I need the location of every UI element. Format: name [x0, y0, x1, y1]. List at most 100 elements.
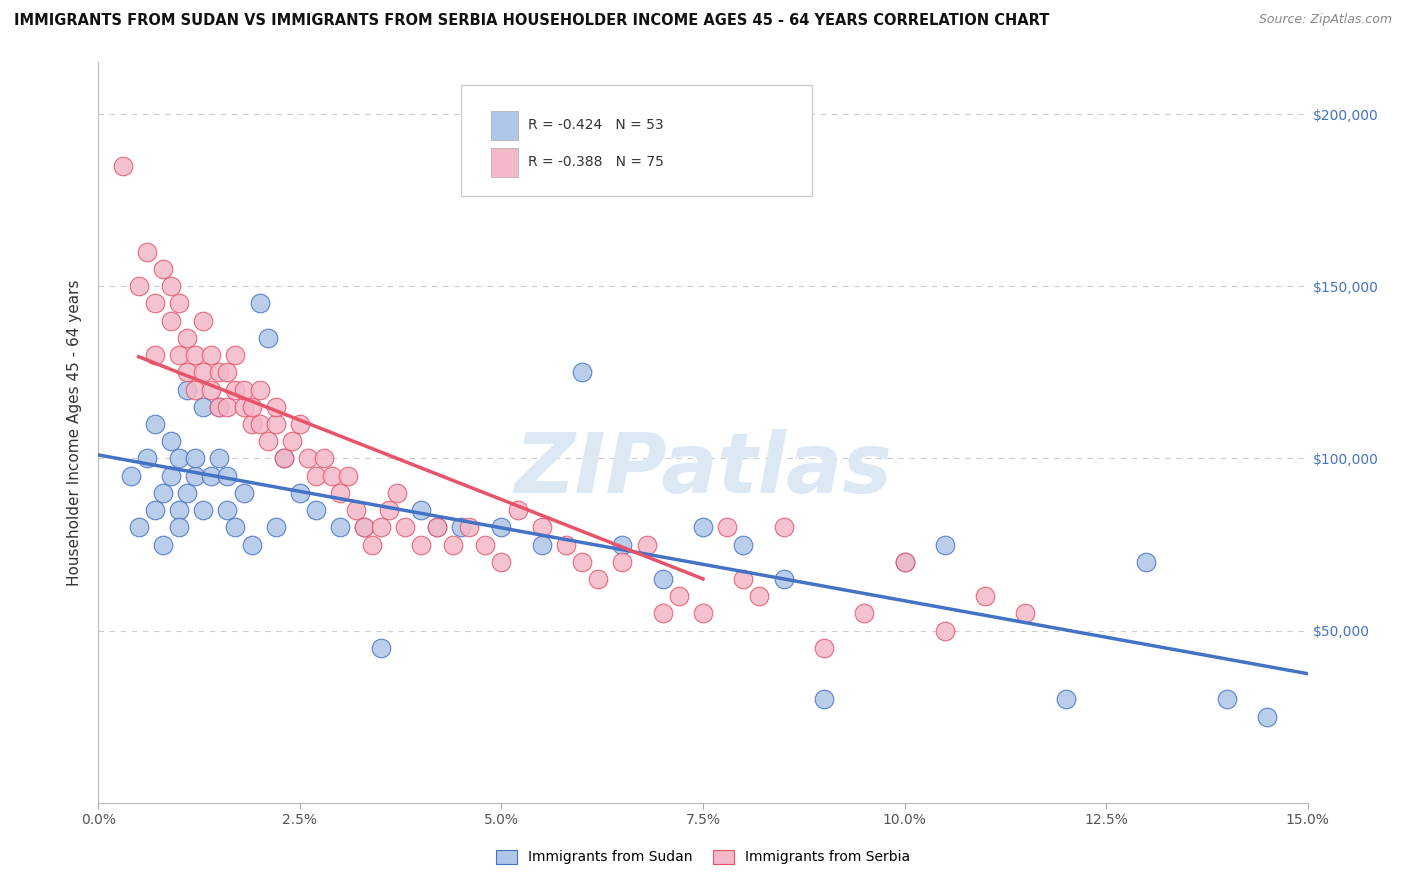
Text: ZIPatlas: ZIPatlas	[515, 429, 891, 510]
Point	[224, 520, 246, 534]
Point	[853, 607, 876, 621]
Point	[264, 417, 287, 431]
Point	[232, 383, 254, 397]
Point	[160, 468, 183, 483]
Point	[111, 159, 134, 173]
Point	[249, 383, 271, 397]
Point	[934, 624, 956, 638]
Point	[256, 331, 278, 345]
Point	[152, 486, 174, 500]
Point	[184, 383, 207, 397]
Point	[612, 555, 634, 569]
Point	[264, 400, 287, 414]
Point	[1135, 555, 1157, 569]
Point	[361, 537, 384, 551]
Point	[193, 503, 215, 517]
Point	[217, 503, 239, 517]
Legend: Immigrants from Sudan, Immigrants from Serbia: Immigrants from Sudan, Immigrants from S…	[491, 844, 915, 870]
Point	[813, 692, 835, 706]
Point	[974, 589, 997, 603]
Point	[160, 314, 183, 328]
Point	[217, 468, 239, 483]
Point	[208, 400, 231, 414]
Point	[555, 537, 578, 551]
Point	[281, 434, 304, 449]
Point	[305, 503, 328, 517]
Point	[716, 520, 738, 534]
Point	[288, 417, 311, 431]
Point	[1054, 692, 1077, 706]
Point	[491, 555, 513, 569]
Point	[337, 468, 360, 483]
FancyBboxPatch shape	[492, 147, 517, 178]
Point	[288, 486, 311, 500]
Point	[240, 537, 263, 551]
Point	[893, 555, 915, 569]
Point	[748, 589, 770, 603]
Point	[120, 468, 142, 483]
Text: IMMIGRANTS FROM SUDAN VS IMMIGRANTS FROM SERBIA HOUSEHOLDER INCOME AGES 45 - 64 : IMMIGRANTS FROM SUDAN VS IMMIGRANTS FROM…	[14, 13, 1049, 29]
Point	[193, 400, 215, 414]
Point	[651, 572, 673, 586]
FancyBboxPatch shape	[461, 85, 811, 195]
Point	[370, 640, 392, 655]
Point	[530, 537, 553, 551]
Point	[394, 520, 416, 534]
Point	[329, 520, 352, 534]
Point	[273, 451, 295, 466]
Point	[571, 365, 593, 379]
Point	[934, 537, 956, 551]
Point	[167, 348, 190, 362]
Point	[329, 486, 352, 500]
Point	[176, 383, 198, 397]
Point	[385, 486, 408, 500]
Point	[232, 400, 254, 414]
Point	[893, 555, 915, 569]
Text: R = -0.388   N = 75: R = -0.388 N = 75	[527, 154, 664, 169]
Point	[256, 434, 278, 449]
Point	[184, 451, 207, 466]
Point	[314, 451, 336, 466]
Point	[305, 468, 328, 483]
Point	[1216, 692, 1239, 706]
Point	[772, 520, 794, 534]
Point	[409, 537, 432, 551]
Y-axis label: Householder Income Ages 45 - 64 years: Householder Income Ages 45 - 64 years	[67, 279, 83, 586]
Point	[208, 451, 231, 466]
Point	[167, 451, 190, 466]
Point	[249, 296, 271, 310]
Point	[176, 486, 198, 500]
Point	[651, 607, 673, 621]
Point	[160, 434, 183, 449]
Point	[193, 365, 215, 379]
Point	[370, 520, 392, 534]
Point	[200, 468, 222, 483]
Point	[450, 520, 472, 534]
Point	[224, 348, 246, 362]
Point	[208, 365, 231, 379]
Point	[128, 279, 150, 293]
Point	[200, 348, 222, 362]
Point	[426, 520, 449, 534]
Text: Source: ZipAtlas.com: Source: ZipAtlas.com	[1258, 13, 1392, 27]
Point	[232, 486, 254, 500]
Point	[1256, 709, 1278, 723]
Point	[208, 400, 231, 414]
Point	[571, 555, 593, 569]
FancyBboxPatch shape	[492, 111, 517, 140]
Point	[491, 520, 513, 534]
Point	[474, 537, 496, 551]
Point	[426, 520, 449, 534]
Point	[530, 520, 553, 534]
Point	[353, 520, 375, 534]
Point	[249, 417, 271, 431]
Point	[224, 383, 246, 397]
Point	[176, 365, 198, 379]
Point	[240, 417, 263, 431]
Point	[217, 400, 239, 414]
Point	[772, 572, 794, 586]
Point	[143, 503, 166, 517]
Point	[184, 348, 207, 362]
Point	[1014, 607, 1036, 621]
Point	[733, 537, 755, 551]
